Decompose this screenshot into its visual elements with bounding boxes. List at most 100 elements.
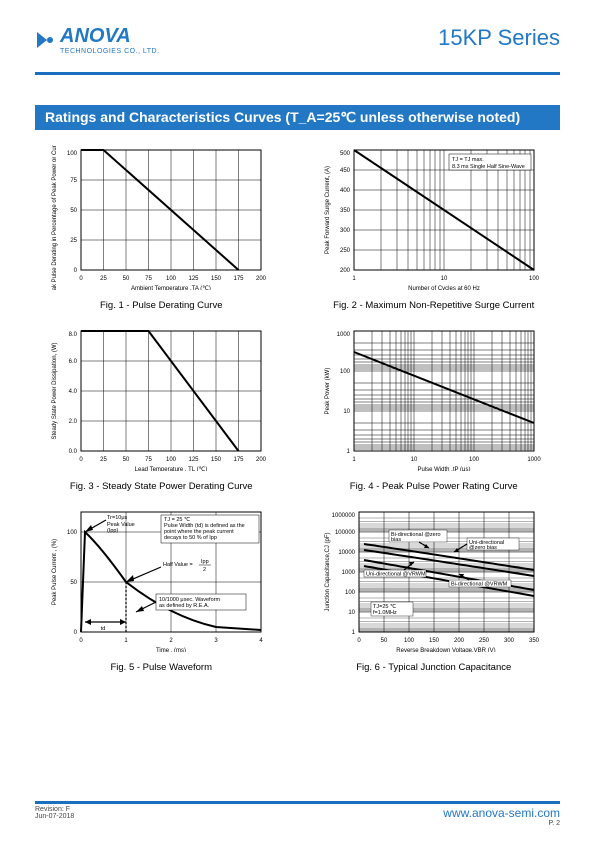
svg-text:decays to 50 % of Ipp: decays to 50 % of Ipp — [164, 535, 217, 541]
svg-text:100: 100 — [469, 457, 480, 463]
svg-text:10: 10 — [440, 276, 447, 282]
svg-text:200: 200 — [454, 638, 465, 644]
svg-text:50: 50 — [123, 457, 130, 463]
svg-text:100: 100 — [404, 638, 415, 644]
chart-fig3: 0 25 50 75 100 125 150 175 200 0.0 2.0 4… — [35, 326, 288, 492]
svg-text:Uni-directional @VRWM: Uni-directional @VRWM — [366, 572, 426, 578]
svg-text:(Ipp): (Ipp) — [107, 528, 118, 534]
svg-text:bias: bias — [391, 537, 401, 543]
svg-text:50: 50 — [71, 208, 78, 214]
svg-text:2: 2 — [203, 567, 206, 573]
svg-text:100: 100 — [340, 369, 351, 375]
svg-text:300: 300 — [340, 228, 351, 234]
svg-text:100: 100 — [345, 590, 356, 596]
svg-text:500: 500 — [340, 151, 351, 157]
charts-grid: 0 25 50 75 100 125 150 175 200 0 25 50 7… — [35, 145, 560, 673]
svg-text:1000: 1000 — [341, 570, 355, 576]
page-number: P. 2 — [443, 820, 560, 827]
svg-text:150: 150 — [211, 457, 222, 463]
svg-text:50: 50 — [71, 580, 78, 586]
brand-subtitle: TECHNOLOGIES CO., LTD. — [60, 48, 160, 55]
svg-text:0: 0 — [80, 638, 84, 644]
svg-text:125: 125 — [189, 276, 200, 282]
svg-text:125: 125 — [189, 457, 200, 463]
chart-fig6: Bi-directional @zerobias Uni-directional… — [308, 507, 561, 673]
fig3-caption: Fig. 3 - Steady State Power Derating Cur… — [70, 481, 253, 492]
svg-text:50: 50 — [380, 638, 387, 644]
svg-text:Peak Forward Surge Current, (A: Peak Forward Surge Current, (A) — [325, 166, 331, 254]
svg-text:Time , (ms): Time , (ms) — [156, 648, 186, 652]
svg-text:0.0: 0.0 — [69, 449, 78, 455]
svg-text:100: 100 — [166, 276, 177, 282]
svg-text:Ipp: Ipp — [201, 559, 209, 565]
svg-text:450: 450 — [340, 168, 351, 174]
svg-text:1: 1 — [125, 638, 129, 644]
svg-text:as defined by R.E.A.: as defined by R.E.A. — [159, 603, 210, 609]
fig3-svg: 0 25 50 75 100 125 150 175 200 0.0 2.0 4… — [46, 326, 276, 471]
svg-text:td: td — [101, 626, 106, 632]
fig4-caption: Fig. 4 - Peak Pulse Power Rating Curve — [350, 481, 518, 492]
brand-logo: ANOVA TECHNOLOGIES CO., LTD. — [35, 25, 160, 55]
fig5-caption: Fig. 5 - Pulse Waveform — [110, 662, 212, 673]
svg-text:100: 100 — [67, 530, 78, 536]
svg-text:400: 400 — [340, 188, 351, 194]
svg-text:100: 100 — [67, 151, 78, 157]
logo-icon — [35, 30, 55, 50]
footer-url: www.anova-semi.com — [443, 806, 560, 820]
svg-text:3: 3 — [215, 638, 219, 644]
fig1-caption: Fig. 1 - Pulse Derating Curve — [100, 300, 223, 311]
section-title: Ratings and Characteristics Curves (T_A=… — [35, 105, 560, 130]
svg-text:75: 75 — [145, 276, 152, 282]
svg-text:75: 75 — [71, 178, 78, 184]
fig2-svg: TJ = TJ max. 8.3 ms Single Half Sine-Wav… — [319, 145, 549, 290]
revision-label: Revision: F — [35, 806, 74, 813]
svg-text:1000: 1000 — [527, 457, 541, 463]
svg-text:100000: 100000 — [335, 530, 356, 536]
chart-fig4: 1 10 100 1000 1 10 100 1000 Pulse Width … — [308, 326, 561, 492]
svg-text:0: 0 — [357, 638, 361, 644]
svg-text:0: 0 — [74, 630, 78, 636]
svg-text:Lead Temperature , TL (℃): Lead Temperature , TL (℃) — [135, 467, 208, 471]
svg-text:@zero bias: @zero bias — [469, 545, 497, 551]
svg-text:0: 0 — [74, 268, 78, 274]
svg-text:300: 300 — [504, 638, 515, 644]
svg-text:2: 2 — [170, 638, 174, 644]
svg-text:1000000: 1000000 — [331, 513, 355, 519]
svg-text:Ambient Temperature ,TA (℃): Ambient Temperature ,TA (℃) — [131, 286, 211, 290]
chart-fig1: 0 25 50 75 100 125 150 175 200 0 25 50 7… — [35, 145, 288, 311]
svg-text:4: 4 — [260, 638, 264, 644]
svg-text:350: 350 — [340, 208, 351, 214]
revision-date: Jun-07-2018 — [35, 813, 74, 820]
fig5-svg: td Tr=10μs Peak Value (Ipp) TJ = 25 ℃ Pu… — [46, 507, 276, 652]
svg-text:Number of Cycles at 60 Hz: Number of Cycles at 60 Hz — [408, 286, 480, 290]
svg-text:250: 250 — [479, 638, 490, 644]
fig6-caption: Fig. 6 - Typical Junction Capacitance — [356, 662, 511, 673]
svg-text:10: 10 — [343, 409, 350, 415]
svg-text:8.3 ms Single Half Sine-Wave: 8.3 ms Single Half Sine-Wave — [452, 164, 525, 170]
svg-text:10: 10 — [348, 610, 355, 616]
svg-text:Peak Power (kW): Peak Power (kW) — [325, 368, 331, 415]
svg-text:350: 350 — [529, 638, 540, 644]
fig4-svg: 1 10 100 1000 1 10 100 1000 Pulse Width … — [319, 326, 549, 471]
svg-text:Junction Capacitance,CJ (pF): Junction Capacitance,CJ (pF) — [325, 532, 331, 611]
fig6-svg: Bi-directional @zerobias Uni-directional… — [319, 507, 549, 652]
svg-text:Half Value =: Half Value = — [163, 562, 193, 568]
svg-text:Tr=10μs: Tr=10μs — [107, 515, 127, 521]
svg-text:50: 50 — [123, 276, 130, 282]
svg-text:Reverse Breakdown Voltage,VBR: Reverse Breakdown Voltage,VBR (V) — [396, 648, 495, 652]
svg-text:175: 175 — [234, 457, 245, 463]
revision-block: Revision: F Jun-07-2018 — [35, 806, 74, 820]
page-footer: Revision: F Jun-07-2018 www.anova-semi.c… — [35, 801, 560, 827]
svg-text:100: 100 — [529, 276, 540, 282]
svg-text:150: 150 — [211, 276, 222, 282]
svg-text:0: 0 — [80, 457, 84, 463]
svg-text:175: 175 — [234, 276, 245, 282]
svg-text:6.0: 6.0 — [69, 359, 78, 365]
svg-text:200: 200 — [340, 268, 351, 274]
svg-text:0: 0 — [80, 276, 84, 282]
svg-text:1: 1 — [346, 449, 350, 455]
chart-fig2: TJ = TJ max. 8.3 ms Single Half Sine-Wav… — [308, 145, 561, 311]
svg-text:10: 10 — [410, 457, 417, 463]
svg-text:200: 200 — [256, 276, 267, 282]
svg-text:200: 200 — [256, 457, 267, 463]
